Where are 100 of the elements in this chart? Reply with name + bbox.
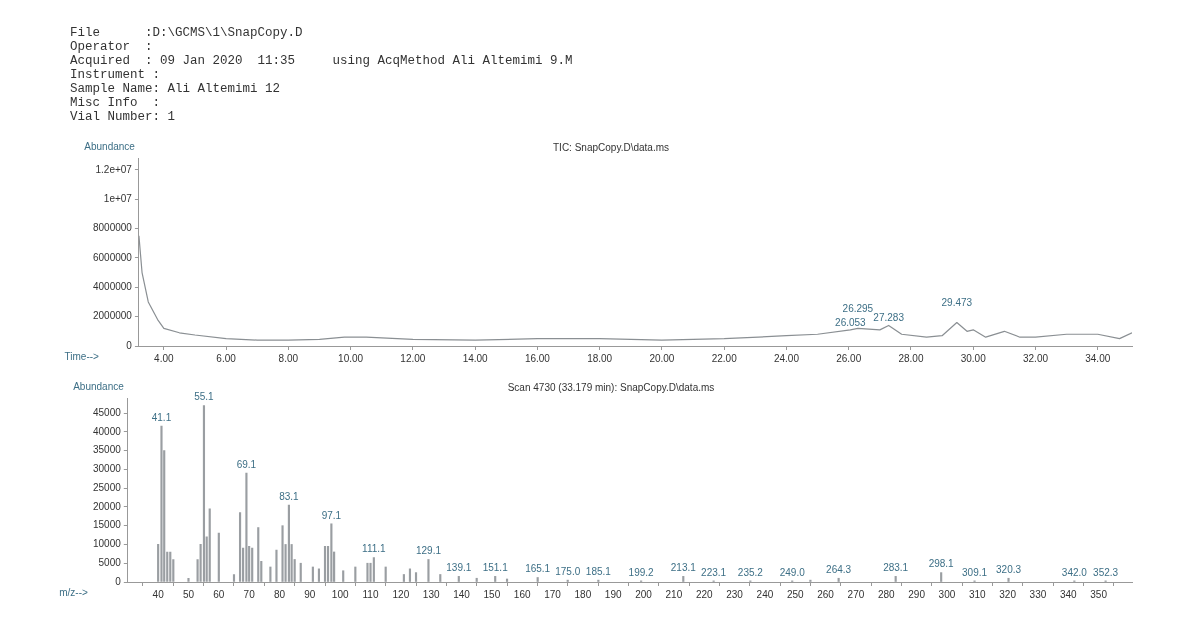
- annotation: 129.1: [415, 545, 442, 557]
- y-tick-label: 35000: [93, 444, 122, 456]
- annotation: 97.1: [321, 509, 342, 521]
- text: Misc Info :: [70, 96, 161, 110]
- annotation: 41.1: [151, 411, 172, 423]
- x-tick-label: 120: [392, 588, 410, 600]
- x-tick-label: 30.00: [960, 352, 987, 364]
- annotation: 111.1: [362, 543, 387, 555]
- x-tick-label: 8.00: [278, 352, 299, 364]
- annotation: 83.1: [279, 490, 300, 502]
- chart-title: TIC: SnapCopy.D\data.ms: [553, 141, 669, 153]
- annotation: 55.1: [194, 391, 215, 403]
- y-tick-label: 45000: [93, 406, 122, 418]
- x-tick-label: 180: [574, 588, 592, 600]
- x-tick-label: 14.00: [462, 352, 489, 364]
- annotation: 26.053: [835, 316, 867, 328]
- x-tick-label: 70: [243, 588, 256, 600]
- x-tick-label: 310: [968, 588, 987, 600]
- annotation: 320.3: [996, 563, 1022, 575]
- text: Instrument :: [70, 68, 161, 82]
- x-tick-label: 28.00: [898, 352, 924, 364]
- x-tick-label: 270: [847, 588, 865, 600]
- x-tick-label: 290: [908, 588, 926, 600]
- annotation: 342.0: [1061, 566, 1088, 578]
- x-axis-title: m/z-->: [59, 586, 88, 598]
- annotation: 199.2: [628, 566, 655, 578]
- y-tick-label: 1.2e+07: [95, 163, 133, 175]
- text: Sample Name: Ali Altemimi 12: [70, 82, 282, 96]
- y-axis-title: Abundance: [84, 140, 136, 152]
- x-tick-label: 6.00: [216, 352, 237, 364]
- x-tick-label: 150: [483, 588, 501, 600]
- text: Acquired : 09 Jan 2020 11:35 using AcqMethod Ali Altemimi 9.M: [70, 54, 573, 68]
- annotation: 151.1: [482, 562, 509, 574]
- annotation: 213.1: [670, 562, 697, 574]
- y-tick-label: 40000: [93, 425, 122, 437]
- x-tick-label: 340: [1059, 588, 1078, 600]
- annotation: 185.1: [585, 565, 612, 577]
- x-tick-label: 100: [331, 588, 349, 600]
- annotation: 27.283: [873, 312, 905, 324]
- annotation: 69.1: [236, 458, 257, 470]
- x-tick-label: 110: [362, 588, 379, 600]
- text: Vial Number: 1: [70, 110, 177, 124]
- x-tick-label: 10.00: [338, 352, 364, 364]
- y-tick-label: 4000000: [92, 281, 133, 292]
- annotation: 309.1: [962, 566, 988, 578]
- x-tick-label: 20.00: [649, 352, 675, 364]
- x-tick-label: 130: [422, 588, 440, 600]
- y-tick-label: 15000: [93, 519, 122, 531]
- x-tick-label: 12.00: [400, 352, 426, 364]
- y-tick-label: 8000000: [92, 222, 133, 234]
- x-tick-label: 26.00: [836, 352, 862, 364]
- x-tick-label: 220: [695, 588, 714, 600]
- annotation: 264.3: [826, 563, 852, 575]
- x-tick-label: 60: [213, 588, 225, 600]
- annotation: 249.0: [779, 566, 806, 578]
- x-tick-label: 22.00: [711, 352, 738, 364]
- y-axis-title: Abundance: [73, 380, 125, 392]
- annotation: 235.2: [737, 566, 764, 578]
- y-tick-label: 25000: [93, 481, 122, 493]
- x-tick-label: 80: [273, 588, 286, 600]
- annotation: 139.1: [446, 562, 472, 574]
- y-tick-label: 0: [126, 339, 133, 351]
- x-tick-label: 230: [726, 588, 744, 600]
- x-tick-label: 4.00: [154, 352, 174, 364]
- annotation: 298.1: [928, 558, 955, 570]
- x-tick-label: 280: [877, 588, 896, 600]
- annotation: 29.473: [941, 297, 973, 309]
- annotation: 26.295: [842, 303, 874, 315]
- x-tick-label: 300: [938, 588, 956, 600]
- x-tick-label: 200: [635, 588, 653, 600]
- x-tick-label: 50: [182, 588, 195, 600]
- annotation: 175.0: [555, 565, 581, 577]
- x-tick-label: 32.00: [1022, 352, 1049, 364]
- y-tick-label: 5000: [98, 556, 122, 568]
- x-tick-label: 140: [453, 588, 471, 600]
- x-tick-label: 170: [544, 588, 562, 600]
- x-tick-label: 240: [756, 588, 774, 600]
- text: File :D:\GCMS\1\SnapCopy.D: [70, 26, 304, 40]
- x-tick-label: 40: [152, 588, 165, 600]
- x-tick-label: 250: [786, 588, 805, 600]
- chart-title: Scan 4730 (33.179 min): SnapCopy.D\data.ms: [507, 381, 715, 393]
- x-tick-label: 90: [304, 588, 316, 600]
- x-tick-label: 190: [604, 588, 622, 600]
- y-tick-label: 10000: [93, 538, 122, 550]
- x-tick-label: 34.00: [1085, 352, 1111, 364]
- x-tick-label: 330: [1029, 588, 1047, 600]
- x-tick-label: 260: [817, 588, 835, 600]
- annotation: 283.1: [883, 562, 909, 574]
- y-tick-label: 1e+07: [103, 192, 133, 204]
- y-tick-label: 6000000: [92, 251, 133, 263]
- y-tick-label: 30000: [93, 463, 122, 475]
- x-tick-label: 16.00: [524, 352, 551, 364]
- x-tick-label: 160: [513, 588, 531, 600]
- text: Operator :: [70, 40, 154, 54]
- x-axis-title: Time-->: [64, 350, 100, 362]
- annotation: 165.1: [525, 563, 551, 575]
- y-tick-label: 0: [115, 575, 122, 587]
- y-tick-label: 2000000: [92, 310, 133, 322]
- x-tick-label: 24.00: [773, 352, 800, 364]
- x-tick-label: 18.00: [587, 352, 613, 364]
